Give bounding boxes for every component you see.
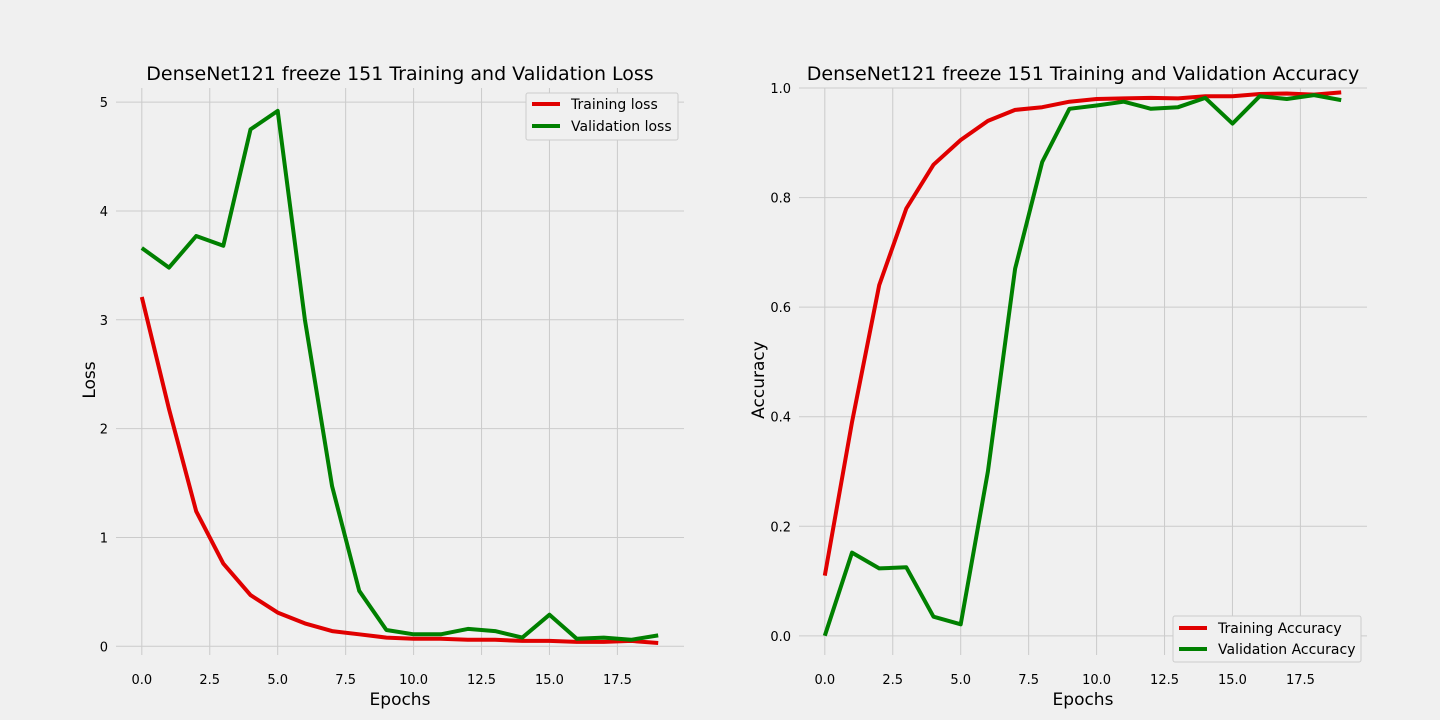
loss-y-tick-label: 0 [100, 640, 108, 655]
loss-x-tick-label: 5.0 [267, 673, 288, 688]
loss-x-axis-label: Epochs [370, 690, 431, 710]
accuracy-y-tick-label: 0.6 [770, 301, 791, 316]
loss-legend-label-training: Training loss [570, 97, 658, 113]
loss-y-axis-label: Loss [80, 361, 100, 398]
loss-x-tick-label: 10.0 [399, 673, 428, 688]
loss-x-tick-label: 2.5 [199, 673, 220, 688]
accuracy-y-tick-label: 0.2 [770, 520, 791, 535]
loss-grid [116, 88, 684, 655]
accuracy-y-tick-label: 0.0 [770, 630, 791, 645]
accuracy-lines [822, 90, 1342, 637]
accuracy-legend-box [1172, 615, 1362, 663]
accuracy-y-axis-label: Accuracy [749, 341, 769, 419]
accuracy-y-tick-label: 1.0 [770, 82, 791, 97]
accuracy-grid [799, 87, 1367, 655]
accuracy-legend: Training Accuracy Validation Accuracy [1172, 615, 1362, 663]
loss-legend-label-validation: Validation loss [571, 119, 672, 135]
loss-series-line-training [139, 296, 659, 645]
accuracy-y-ticks: 0.0 0.2 0.4 0.6 0.8 1.0 [770, 82, 791, 645]
accuracy-chart: DenseNet121 freeze 151 Training and Vali… [749, 63, 1367, 710]
accuracy-x-ticks: 0.0 2.5 5.0 7.5 10.0 12.5 15.0 17.5 [814, 673, 1314, 688]
loss-x-tick-label: 0.0 [131, 673, 152, 688]
loss-y-tick-label: 1 [100, 531, 108, 546]
accuracy-legend-label-training: Training Accuracy [1217, 621, 1342, 637]
loss-x-ticks: 0.0 2.5 5.0 7.5 10.0 12.5 15.0 17.5 [131, 673, 631, 688]
loss-y-tick-label: 2 [100, 423, 108, 438]
accuracy-x-tick-label: 5.0 [950, 673, 971, 688]
accuracy-series-line-training [822, 90, 1342, 576]
accuracy-legend-label-validation: Validation Accuracy [1218, 642, 1356, 658]
accuracy-x-tick-label: 10.0 [1082, 673, 1111, 688]
loss-x-tick-label: 17.5 [603, 673, 632, 688]
loss-x-tick-label: 12.5 [467, 673, 496, 688]
accuracy-x-tick-label: 7.5 [1018, 673, 1039, 688]
accuracy-series-line-validation [822, 93, 1342, 637]
loss-y-tick-label: 5 [100, 96, 108, 111]
loss-y-tick-label: 3 [100, 314, 108, 329]
loss-chart-title: DenseNet121 freeze 151 Training and Vali… [146, 63, 653, 85]
accuracy-x-tick-label: 0.0 [814, 673, 835, 688]
loss-y-tick-label: 4 [100, 205, 108, 220]
accuracy-x-tick-label: 12.5 [1150, 673, 1179, 688]
loss-x-tick-label: 15.0 [535, 673, 564, 688]
loss-y-ticks: 0 1 2 3 4 5 [100, 96, 108, 655]
accuracy-x-tick-label: 15.0 [1218, 673, 1247, 688]
loss-lines [139, 108, 659, 645]
accuracy-x-tick-label: 17.5 [1286, 673, 1315, 688]
loss-legend-box [525, 92, 679, 141]
loss-series-line-validation [140, 108, 659, 642]
accuracy-x-tick-label: 2.5 [882, 673, 903, 688]
accuracy-y-tick-label: 0.8 [770, 192, 791, 207]
accuracy-chart-title: DenseNet121 freeze 151 Training and Vali… [807, 63, 1359, 85]
loss-x-tick-label: 7.5 [335, 673, 356, 688]
loss-chart: DenseNet121 freeze 151 Training and Vali… [80, 63, 684, 710]
accuracy-x-axis-label: Epochs [1053, 690, 1114, 710]
accuracy-y-tick-label: 0.4 [770, 411, 791, 426]
loss-legend: Training loss Validation loss [525, 92, 679, 141]
